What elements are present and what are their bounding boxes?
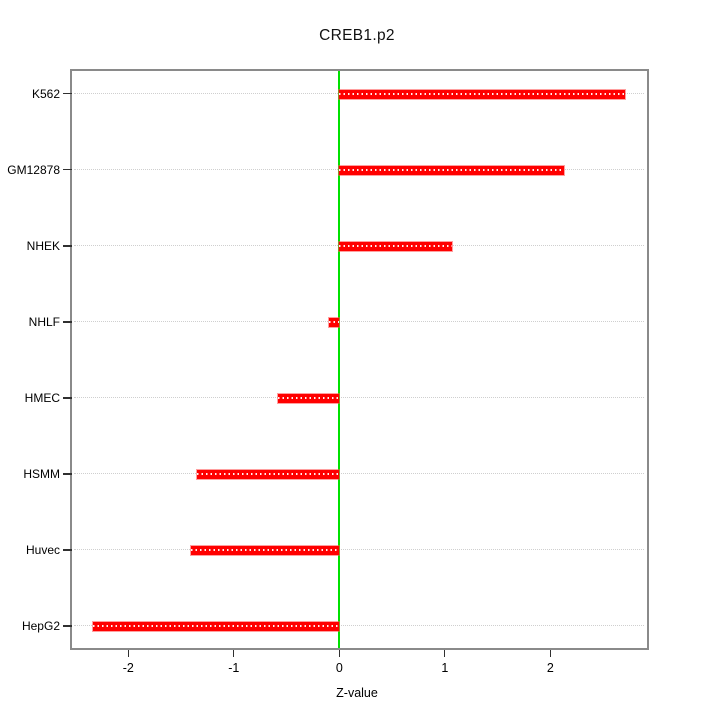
gridline [74,321,644,323]
chart-title: CREB1.p2 [319,27,395,44]
y-axis-label: NHEK [26,239,60,254]
x-tick-label: 1 [441,661,449,675]
x-axis-tick [444,650,446,657]
gridline [74,549,644,551]
x-axis-label: Z-value [336,686,378,700]
y-axis-tick [63,93,72,95]
y-axis-tick [63,321,72,323]
plot-area [70,69,649,650]
gridline [74,397,644,399]
bar-nhlf [328,317,340,327]
bar-huvec [190,545,340,555]
x-tick-label: 0 [335,661,343,675]
y-axis-tick [63,397,72,399]
bar-gm12878 [339,165,564,175]
x-tick-label: -2 [122,661,134,675]
x-axis-tick [233,650,235,657]
bar-hsmm [196,469,340,479]
y-axis-tick [63,473,72,475]
y-axis-label: NHLF [28,315,60,330]
x-tick-label: -1 [228,661,240,675]
bar-dotted-overlay [339,245,453,248]
y-axis-tick [63,245,72,247]
bar-dotted-overlay [339,93,626,95]
zero-reference-line [338,71,341,648]
x-tick-label: 2 [546,661,554,675]
bar-dotted-overlay [93,625,340,628]
bar-dotted-overlay [339,169,564,172]
bar-k562 [339,89,626,99]
bar-dotted-overlay [278,397,340,400]
y-axis-tick [63,549,72,551]
y-axis-label: GM12878 [7,163,60,178]
bar-dotted-overlay [190,549,340,552]
bar-dotted-overlay [196,473,340,476]
y-axis-label: HSMM [23,467,60,482]
bar-hmec [278,393,340,403]
y-axis-tick [63,625,72,627]
gridline [74,473,644,475]
x-axis-tick [338,650,340,657]
x-axis-tick [549,650,551,657]
y-axis-label: HMEC [24,391,60,406]
bar-nhek [339,241,453,251]
y-axis-label: Huvec [25,543,60,558]
x-axis-tick [127,650,129,657]
y-axis-label: K562 [31,87,60,101]
bar-hepg2 [93,621,340,631]
gridline [74,625,644,627]
bar-dotted-overlay [328,321,340,324]
y-axis-label: HepG2 [21,619,60,634]
y-axis-tick [63,169,72,171]
